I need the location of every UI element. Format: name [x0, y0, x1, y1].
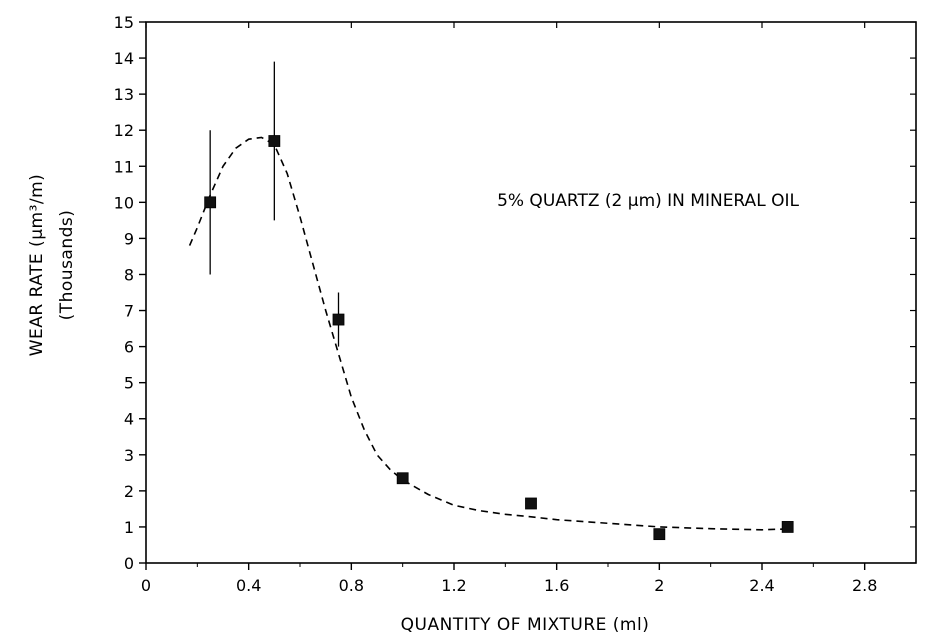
- y-axis-title: WEAR RATE (μm³/m): [27, 174, 47, 357]
- y-tick-label: 7: [124, 302, 134, 321]
- y-tick-label: 8: [124, 265, 134, 284]
- x-tick-label: 0: [141, 576, 151, 595]
- chart-annotation: 5% QUARTZ (2 μm) IN MINERAL OIL: [497, 191, 799, 211]
- y-tick-label: 13: [114, 85, 134, 104]
- y-tick-label: 14: [114, 49, 134, 68]
- data-point: [653, 528, 666, 541]
- y-tick-label: 6: [124, 338, 134, 357]
- data-point: [781, 521, 794, 533]
- data-point: [268, 135, 281, 147]
- x-tick-label: 1.6: [544, 576, 569, 595]
- x-tick-label: 0.4: [236, 576, 261, 595]
- plot-frame: [145, 21, 917, 564]
- x-tick-label: 2.4: [749, 576, 774, 595]
- x-axis: 0 0.4 0.8 1.2 1.6 2 2.4 2.8: [141, 22, 877, 595]
- data-point: [204, 196, 217, 209]
- plot-border: [145, 21, 917, 564]
- x-tick-label: 1.2: [441, 576, 466, 595]
- y-tick-label: 5: [124, 374, 134, 393]
- y-tick-label: 3: [124, 446, 134, 465]
- y-tick-label: 0: [124, 554, 134, 573]
- y-tick-label: 15: [114, 13, 134, 32]
- x-tick-label: 2.8: [852, 576, 877, 595]
- y-tick-label: 11: [114, 157, 134, 176]
- y-axis-subtitle: (Thousands): [57, 210, 77, 321]
- y-tick-label: 1: [124, 518, 134, 537]
- fit-curve-line: [188, 136, 793, 531]
- error-bars: [209, 61, 340, 347]
- y-tick-label: 2: [124, 482, 134, 501]
- y-tick-label: 4: [124, 410, 134, 429]
- y-tick-label: 10: [114, 193, 134, 212]
- data-markers: [204, 135, 794, 541]
- data-point: [525, 497, 537, 510]
- y-tick-label: 9: [124, 229, 134, 248]
- x-axis-title: QUANTITY OF MIXTURE (ml): [401, 615, 650, 635]
- x-tick-label: 0.8: [339, 576, 364, 595]
- x-tick-label: 2: [654, 576, 664, 595]
- fit-curve: [188, 136, 793, 531]
- data-point: [332, 313, 345, 326]
- data-point: [396, 472, 409, 485]
- y-tick-label: 12: [114, 121, 134, 140]
